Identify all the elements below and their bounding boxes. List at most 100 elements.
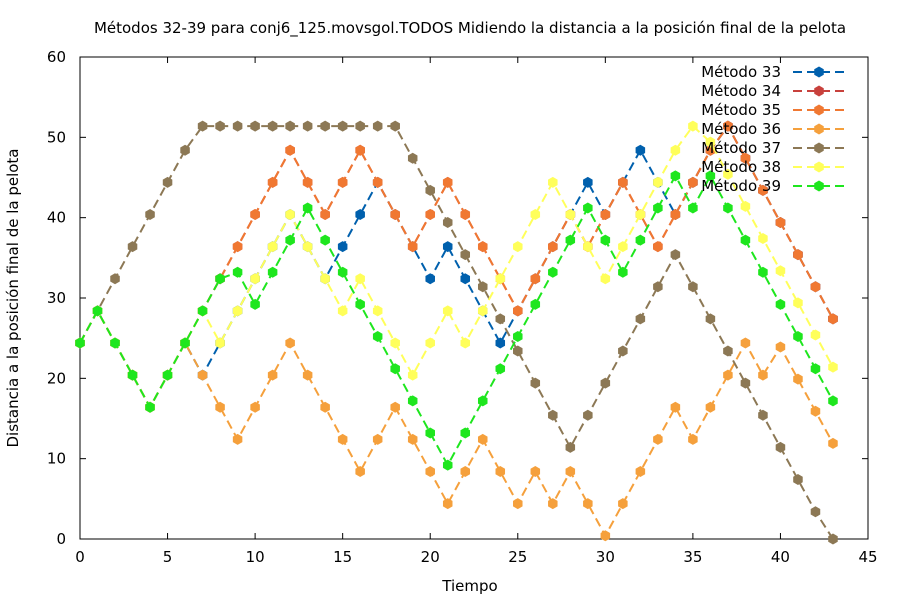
y-axis: 0 10 20 30 40 50 60 xyxy=(47,48,868,548)
data-point xyxy=(775,441,786,453)
data-point xyxy=(653,241,663,253)
data-point xyxy=(302,120,313,132)
data-point xyxy=(810,329,821,341)
data-point xyxy=(407,433,418,445)
data-point xyxy=(513,331,523,343)
data-point xyxy=(355,120,365,132)
data-point xyxy=(267,241,278,253)
data-point xyxy=(285,337,295,349)
legend-marker xyxy=(814,142,824,154)
data-point xyxy=(635,144,646,156)
data-point xyxy=(758,266,768,278)
data-point xyxy=(337,433,348,445)
data-point xyxy=(793,249,803,261)
data-point xyxy=(793,474,803,486)
data-point xyxy=(758,369,768,381)
data-point xyxy=(267,120,278,132)
x-tick-label: 15 xyxy=(333,548,352,566)
data-point xyxy=(548,176,558,188)
data-point xyxy=(775,341,786,353)
data-point xyxy=(267,369,278,381)
data-point xyxy=(320,208,330,220)
data-point xyxy=(653,202,663,214)
legend-label: Método 36 xyxy=(701,120,781,138)
data-point xyxy=(600,530,611,542)
data-point xyxy=(197,305,208,317)
data-point xyxy=(705,136,716,148)
data-point xyxy=(688,120,698,132)
data-point xyxy=(688,281,698,293)
data-point xyxy=(425,184,435,196)
data-point xyxy=(618,241,628,253)
data-point xyxy=(477,395,488,407)
series-37 xyxy=(75,120,838,545)
data-point xyxy=(390,208,400,220)
x-tick-label: 35 xyxy=(683,548,702,566)
data-point xyxy=(775,265,786,277)
data-point xyxy=(232,433,243,445)
data-point xyxy=(390,401,400,413)
data-point xyxy=(337,241,348,253)
y-axis-label: Distancia a la posición final de la pelo… xyxy=(4,148,22,447)
x-tick-label: 0 xyxy=(75,548,85,566)
data-point xyxy=(828,395,838,407)
data-point xyxy=(635,466,646,478)
data-point xyxy=(215,401,225,413)
legend-marker xyxy=(814,104,824,116)
data-point xyxy=(425,466,435,478)
data-point xyxy=(250,208,260,220)
x-tick-label: 45 xyxy=(858,548,877,566)
legend-label: Método 34 xyxy=(701,82,781,100)
data-point xyxy=(758,233,768,245)
data-point xyxy=(530,273,541,285)
data-point xyxy=(688,176,698,188)
data-point xyxy=(250,298,260,310)
x-tick-label: 30 xyxy=(596,548,615,566)
x-axis-label: Tiempo xyxy=(441,577,497,595)
data-point xyxy=(758,184,768,196)
data-point xyxy=(110,337,120,349)
data-point xyxy=(723,168,733,180)
legend-label: Método 38 xyxy=(701,158,781,176)
data-point xyxy=(688,202,698,214)
data-point xyxy=(162,369,173,381)
data-point xyxy=(723,369,733,381)
data-point xyxy=(250,273,260,285)
chart-title: Métodos 32-39 para conj6_125.movsgol.TOD… xyxy=(94,19,846,38)
y-tick-label: 50 xyxy=(47,128,66,146)
legend-label: Método 37 xyxy=(701,139,781,157)
data-point xyxy=(583,176,593,188)
y-tick-label: 0 xyxy=(56,530,66,548)
data-point xyxy=(548,241,558,253)
data-point xyxy=(232,120,243,132)
legend-label: Método 35 xyxy=(701,101,781,119)
data-point xyxy=(600,234,611,246)
data-point xyxy=(495,363,506,375)
data-point xyxy=(565,234,576,246)
data-point xyxy=(740,234,751,246)
data-point xyxy=(355,144,365,156)
data-point xyxy=(583,498,593,510)
data-point xyxy=(635,208,646,220)
data-point xyxy=(477,281,488,293)
data-point xyxy=(723,345,733,357)
data-point xyxy=(302,369,313,381)
series-line xyxy=(79,124,834,410)
data-point xyxy=(180,144,190,156)
data-point xyxy=(740,152,751,164)
data-point xyxy=(513,305,523,317)
legend-marker xyxy=(814,180,824,192)
series-layer xyxy=(75,120,838,545)
data-point xyxy=(530,377,541,389)
data-point xyxy=(513,345,523,357)
data-point xyxy=(653,176,663,188)
data-point xyxy=(477,241,488,253)
data-point xyxy=(600,377,611,389)
data-point xyxy=(705,313,716,325)
data-point xyxy=(477,305,488,317)
data-point xyxy=(530,208,541,220)
series-line xyxy=(79,124,834,410)
y-tick-label: 30 xyxy=(47,289,66,307)
data-point xyxy=(460,337,471,349)
